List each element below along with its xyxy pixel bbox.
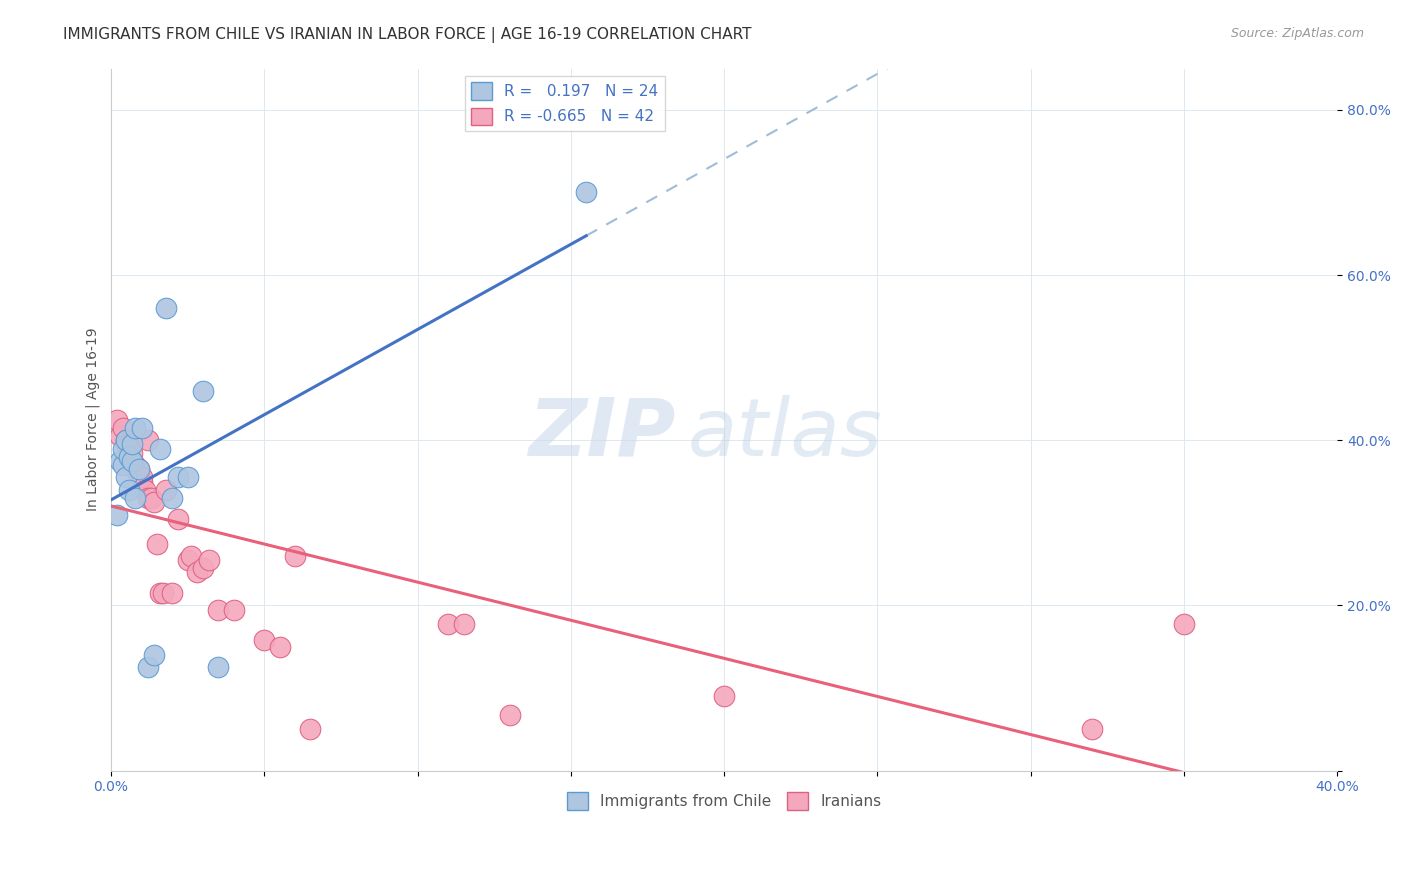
Text: ZIP: ZIP [527, 394, 675, 473]
Point [152, 586, 174, 600]
Point [155, 301, 177, 315]
Point [108, 429, 131, 443]
Point [1173, 616, 1195, 631]
Point [176, 470, 198, 484]
Point [498, 707, 520, 722]
Point [121, 454, 143, 468]
Point [124, 458, 146, 472]
Point [108, 454, 131, 468]
Point [115, 437, 138, 451]
Text: IMMIGRANTS FROM CHILE VS IRANIAN IN LABOR FORCE | AGE 16-19 CORRELATION CHART: IMMIGRANTS FROM CHILE VS IRANIAN IN LABO… [63, 27, 752, 43]
Point [1081, 723, 1104, 737]
Point [118, 450, 141, 464]
Point [222, 602, 245, 616]
Point [128, 462, 150, 476]
Point [180, 549, 202, 563]
Point [207, 602, 229, 616]
Point [118, 483, 141, 497]
Point [136, 491, 159, 505]
Point [198, 553, 221, 567]
Point [115, 434, 138, 448]
Point [124, 491, 146, 505]
Point [118, 445, 141, 459]
Point [124, 421, 146, 435]
Point [112, 442, 135, 456]
Legend: Immigrants from Chile, Iranians: Immigrants from Chile, Iranians [561, 786, 887, 815]
Point [713, 690, 735, 704]
Point [162, 586, 184, 600]
Point [167, 470, 190, 484]
Point [105, 508, 128, 522]
Point [284, 549, 307, 563]
Point [453, 616, 475, 631]
Point [207, 660, 229, 674]
Point [155, 483, 177, 497]
Point [253, 633, 276, 648]
Point [142, 648, 165, 662]
Point [121, 445, 143, 459]
Point [131, 470, 153, 484]
Point [191, 384, 214, 398]
Y-axis label: In Labor Force | Age 16-19: In Labor Force | Age 16-19 [86, 327, 100, 511]
Point [131, 475, 153, 489]
Point [105, 412, 128, 426]
Point [124, 462, 146, 476]
Point [575, 186, 598, 200]
Point [146, 536, 169, 550]
Point [115, 470, 138, 484]
Point [167, 512, 190, 526]
Point [136, 660, 159, 674]
Text: Source: ZipAtlas.com: Source: ZipAtlas.com [1230, 27, 1364, 40]
Point [139, 491, 162, 505]
Point [142, 495, 165, 509]
Point [112, 458, 135, 472]
Point [176, 553, 198, 567]
Point [121, 454, 143, 468]
Point [115, 434, 138, 448]
Point [162, 491, 184, 505]
Point [112, 421, 135, 435]
Point [118, 437, 141, 451]
Point [437, 616, 460, 631]
Point [186, 566, 208, 580]
Point [136, 434, 159, 448]
Point [191, 561, 214, 575]
Point [149, 442, 172, 456]
Point [131, 421, 153, 435]
Text: atlas: atlas [688, 394, 882, 473]
Point [299, 723, 322, 737]
Point [269, 640, 291, 654]
Point [149, 586, 172, 600]
Point [134, 483, 156, 497]
Point [121, 437, 143, 451]
Point [128, 462, 150, 476]
